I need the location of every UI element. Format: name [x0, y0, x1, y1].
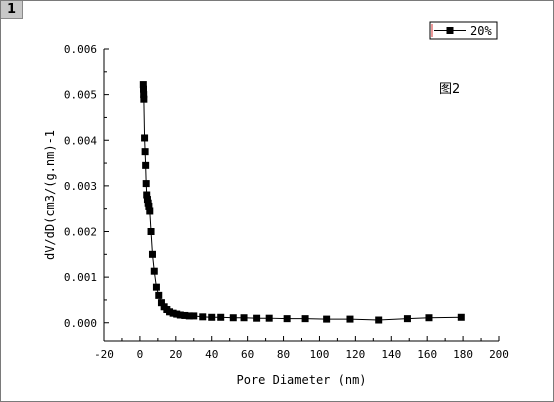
- legend[interactable]: 20%: [429, 21, 498, 40]
- data-point: [142, 161, 150, 169]
- legend-series-label: 20%: [470, 24, 492, 38]
- data-point: [166, 308, 174, 316]
- data-point: [140, 95, 148, 103]
- x-tick-label: 180: [453, 348, 473, 361]
- data-point: [176, 311, 184, 319]
- x-tick-label: 100: [310, 348, 330, 361]
- data-point: [146, 207, 154, 215]
- data-point: [301, 315, 309, 323]
- series-line: [142, 84, 462, 321]
- data-point: [253, 314, 261, 322]
- data-point: [143, 196, 151, 204]
- legend-marker-icon: [446, 27, 454, 34]
- data-point: [145, 202, 153, 210]
- x-tick-label: 160: [417, 348, 437, 361]
- data-markers: [139, 81, 465, 324]
- data-point: [169, 309, 177, 317]
- data-point: [181, 311, 189, 319]
- data-point: [141, 148, 149, 156]
- x-tick-label: 120: [345, 348, 365, 361]
- data-point: [323, 315, 331, 323]
- data-point: [375, 316, 383, 324]
- data-point: [173, 310, 181, 318]
- y-tick-label: 0.005: [64, 89, 97, 102]
- data-point: [457, 313, 465, 321]
- data-point: [157, 299, 165, 307]
- y-tick-label: 0.002: [64, 226, 97, 239]
- data-point: [403, 315, 411, 323]
- x-tick-label: 80: [277, 348, 290, 361]
- data-point: [199, 313, 207, 321]
- data-point: [155, 291, 163, 299]
- data-point: [208, 313, 216, 321]
- data-point: [143, 191, 151, 199]
- data-point: [150, 267, 158, 275]
- page-tab[interactable]: 1: [1, 1, 23, 19]
- data-point: [141, 134, 149, 142]
- ticks: -20 0 20 40 60 80 100 120 140 160 180 200 0.000 0.001…: [64, 43, 509, 361]
- x-axis-title: Pore Diameter (nm): [236, 373, 366, 387]
- data-point: [265, 314, 273, 322]
- y-tick-label: 0.006: [64, 43, 97, 56]
- y-tick-label: 0.001: [64, 271, 97, 284]
- y-tick-label: 0.003: [64, 180, 97, 193]
- data-point: [147, 228, 155, 235]
- data-point: [190, 312, 198, 320]
- data-point: [185, 312, 193, 320]
- x-tick-label: -20: [94, 348, 114, 361]
- data-point: [140, 91, 148, 99]
- data-point: [283, 315, 291, 323]
- x-tick-label: 20: [169, 348, 182, 361]
- data-point: [425, 314, 433, 322]
- data-point: [217, 313, 225, 321]
- x-tick-label: 40: [205, 348, 218, 361]
- data-point: [152, 283, 160, 291]
- y-tick-label: 0.004: [64, 134, 97, 147]
- chart-annotation: 图2: [439, 82, 460, 97]
- x-tick-label: 140: [381, 348, 401, 361]
- data-point: [148, 250, 156, 258]
- data-point: [142, 180, 150, 188]
- data-point: [140, 85, 147, 93]
- x-tick-label: 200: [489, 348, 509, 361]
- data-point: [229, 314, 237, 322]
- page-tab-label: 1: [7, 2, 17, 17]
- data-point: [139, 81, 147, 89]
- x-tick-label: 60: [241, 348, 254, 361]
- y-axis-title: dV/dD(cm3/(g.nm)-1: [43, 130, 57, 260]
- data-point: [346, 315, 354, 323]
- data-point: [240, 314, 248, 322]
- x-tick-label: 0: [137, 348, 144, 361]
- y-tick-label: 0.000: [64, 317, 97, 330]
